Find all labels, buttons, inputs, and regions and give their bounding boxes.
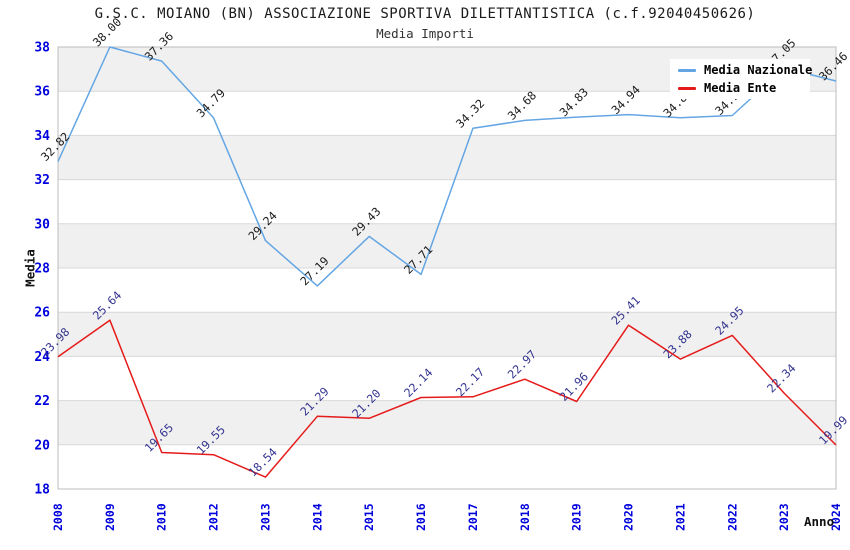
y-tick-label: 30 [34,217,50,232]
x-tick-label: 2024 [829,503,843,531]
plot-border [57,46,837,490]
y-tick-label: 24 [34,350,50,365]
y-tick-label: 18 [34,483,50,498]
y-tick-label: 26 [34,306,50,321]
legend-item-media-nazionale: Media Nazionale [678,63,813,77]
x-tick-label: 2023 [777,503,791,531]
series-line-media-ente [57,319,837,478]
point-label: 22.14 [401,365,435,399]
legend-label: Media Ente [704,81,777,95]
series-line-media-nazionale [57,46,837,287]
x-tick-label: 2017 [466,503,480,531]
chart-subtitle: Media Importi [376,26,474,41]
grid-band [58,400,836,445]
y-tick-label: 22 [34,394,50,409]
y-tick-label: 38 [34,41,50,56]
x-tick-label: 2018 [518,503,532,531]
legend-label: Media Nazionale [704,63,813,77]
grid-band [58,135,836,180]
media-nazionale-line-swatch [678,68,696,72]
x-tick-label: 2008 [51,503,65,531]
legend: Media Nazionale Media Ente [670,59,813,99]
y-tick-label: 20 [34,438,50,453]
x-tick-label: 2022 [725,503,739,531]
x-tick-label: 2015 [362,503,376,531]
x-tick-label: 2013 [258,503,272,531]
y-tick-label: 34 [34,129,50,144]
x-tick-label: 2010 [155,503,169,531]
y-tick-label: 28 [34,262,50,277]
grid-band [58,312,836,357]
x-tick-label: 2014 [310,503,324,531]
point-label: 38.00 [90,15,124,49]
y-axis-title: Media [22,249,38,287]
point-label: 34.32 [453,96,487,130]
point-label: 18.54 [245,445,279,479]
x-tick-label: 2020 [622,503,636,531]
x-tick-label: 2019 [570,503,584,531]
chart-title: G.S.C. MOIANO (BN) ASSOCIAZIONE SPORTIVA… [94,6,756,22]
x-axis-title: Anno [804,514,835,529]
legend-item-media-ente: Media Ente [678,81,810,95]
x-tick-label: 2021 [673,503,687,531]
point-label: 34.68 [505,88,539,122]
y-tick-label: 32 [34,173,50,188]
x-tick-label: 2009 [103,503,117,531]
media-ente-line-swatch [678,86,696,90]
x-tick-label: 2016 [414,503,428,531]
grid-band [58,223,836,268]
x-tick-label: 2012 [207,503,221,531]
y-tick-label: 36 [34,85,50,100]
